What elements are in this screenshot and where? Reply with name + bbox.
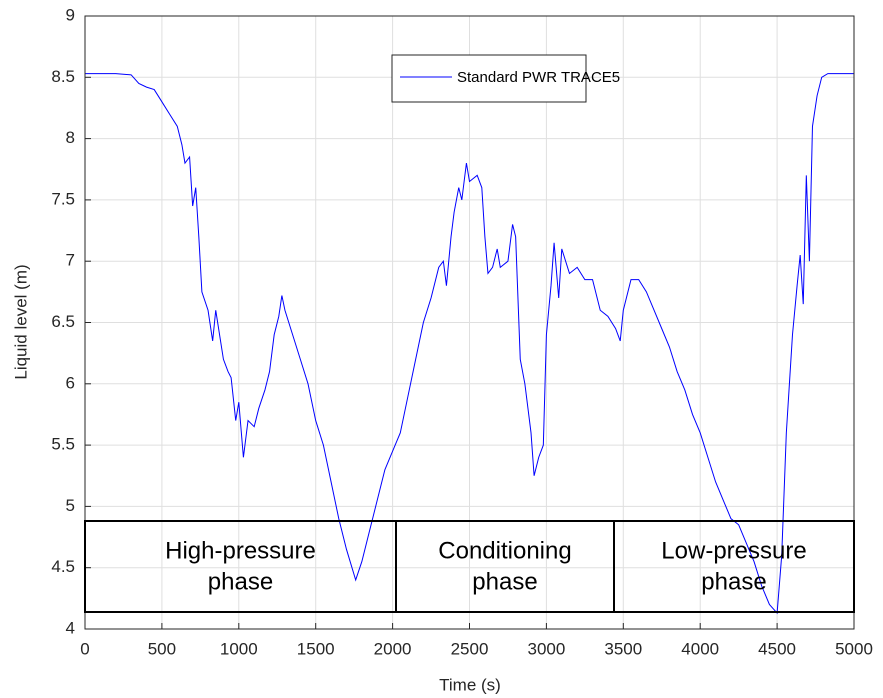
y-tick-label: 9 [66, 5, 75, 24]
legend-box [391, 54, 587, 103]
legend-label: Standard PWR TRACE5 [457, 69, 620, 86]
phase-label: Low-pressure [661, 537, 806, 564]
x-tick-label: 1500 [297, 639, 335, 658]
phase-box [84, 520, 855, 613]
phase-label: phase [208, 568, 273, 595]
y-tick-label: 5 [66, 496, 75, 515]
x-tick-label: 2000 [374, 639, 412, 658]
y-axis-label: Liquid level (m) [11, 264, 30, 379]
plot-frame [84, 15, 855, 630]
y-tick-label: 6 [66, 373, 75, 392]
y-tick-label: 8.5 [51, 67, 75, 86]
x-tick-label: 2500 [451, 639, 489, 658]
y-tick-label: 4.5 [51, 557, 75, 576]
x-tick-label: 4000 [681, 639, 719, 658]
y-tick-label: 7 [66, 251, 75, 270]
y-tick-label: 7.5 [51, 189, 75, 208]
x-tick-label: 1000 [220, 639, 258, 658]
y-tick-label: 6.5 [51, 312, 75, 331]
phase-label: High-pressure [165, 537, 316, 564]
x-tick-label: 0 [80, 639, 89, 658]
x-tick-label: 3500 [604, 639, 642, 658]
phase-label: phase [701, 568, 766, 595]
phase-label: Conditioning [438, 537, 571, 564]
x-axis-label: Time (s) [439, 675, 501, 694]
data-line [85, 73, 854, 615]
y-tick-label: 5.5 [51, 435, 75, 454]
phase-label: phase [472, 568, 537, 595]
y-tick-label: 8 [66, 128, 75, 147]
legend: Standard PWR TRACE5 [391, 54, 620, 103]
x-tick-label: 5000 [835, 639, 873, 658]
x-tick-label: 3000 [527, 639, 565, 658]
x-tick-label: 4500 [758, 639, 796, 658]
x-tick-label: 500 [148, 639, 176, 658]
y-tick-label: 4 [66, 618, 75, 637]
